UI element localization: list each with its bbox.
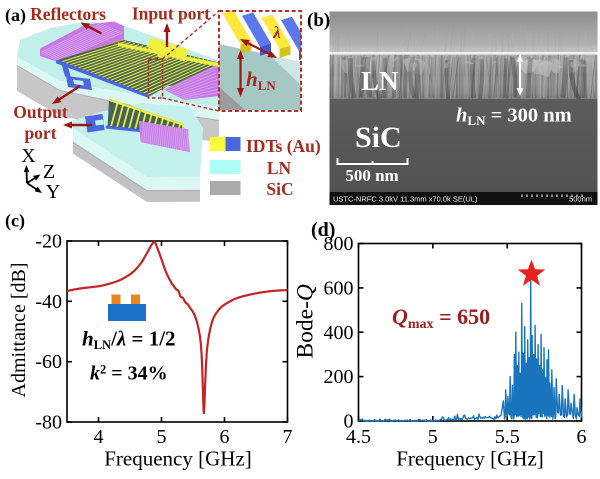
svg-text:-80: -80: [35, 412, 62, 434]
svg-text:6: 6: [220, 426, 230, 448]
svg-text:Reflectors: Reflectors: [30, 4, 106, 24]
svg-text:200: 200: [324, 366, 354, 388]
svg-text:LN: LN: [361, 66, 399, 96]
svg-text:500 nm: 500 nm: [345, 166, 398, 185]
svg-text:SiC: SiC: [266, 179, 293, 199]
svg-text:-60: -60: [35, 351, 62, 373]
svg-text:4: 4: [94, 426, 104, 448]
svg-text:Frequency [GHz]: Frequency [GHz]: [396, 447, 544, 471]
svg-text:(c): (c): [5, 211, 25, 232]
svg-text:(a): (a): [5, 5, 26, 26]
svg-text:Z: Z: [43, 161, 55, 183]
svg-text:5: 5: [428, 426, 438, 448]
svg-text:600: 600: [324, 277, 354, 299]
svg-text:-40: -40: [35, 291, 62, 313]
svg-text:Admittance [dB]: Admittance [dB]: [8, 263, 30, 398]
svg-text:Frequency [GHz]: Frequency [GHz]: [104, 447, 252, 471]
svg-text:5: 5: [157, 426, 167, 448]
svg-text:5.5: 5.5: [495, 426, 520, 448]
svg-text:SiC: SiC: [355, 121, 402, 154]
svg-text:6: 6: [577, 426, 587, 448]
svg-text:Input port: Input port: [132, 4, 210, 24]
svg-text:-20: -20: [35, 231, 62, 253]
svg-text:Output: Output: [13, 102, 68, 122]
svg-text:LN: LN: [267, 158, 292, 178]
svg-text:800: 800: [324, 233, 354, 255]
svg-text:Y: Y: [46, 181, 60, 203]
svg-text:USTC-NRFC 3.0kV 11.3mm x70.0k: USTC-NRFC 3.0kV 11.3mm x70.0k SE(UL): [333, 195, 478, 204]
svg-text:IDTs (Au): IDTs (Au): [246, 136, 321, 156]
svg-text:port: port: [24, 123, 56, 143]
svg-text:(b): (b): [307, 10, 330, 31]
svg-text:Bode-Q: Bode-Q: [293, 284, 319, 358]
svg-text:Qmax = 650: Qmax = 650: [392, 304, 490, 332]
svg-text:λ: λ: [272, 23, 281, 42]
svg-text:400: 400: [324, 322, 354, 344]
svg-text:0: 0: [344, 411, 354, 433]
svg-text:7: 7: [283, 426, 293, 448]
svg-text:X: X: [21, 145, 36, 167]
